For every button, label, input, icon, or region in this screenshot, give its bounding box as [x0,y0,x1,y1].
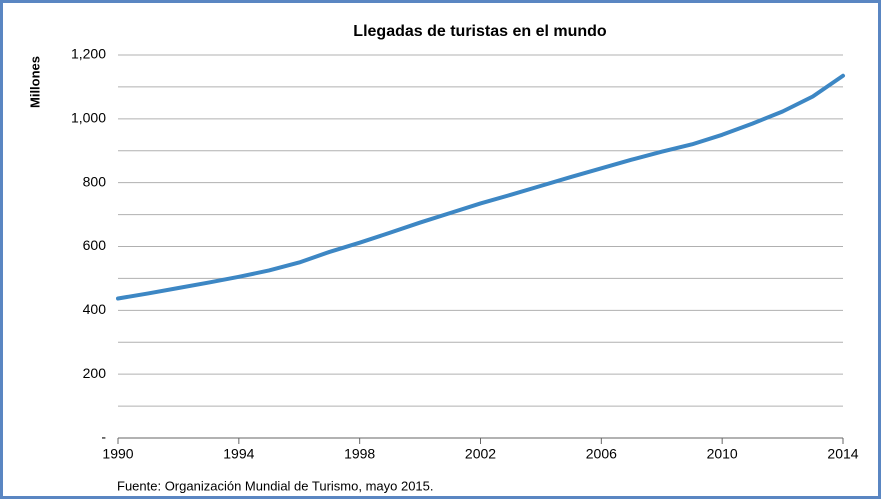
y-axis-label: Millones [27,56,42,108]
x-tick-label: 2002 [465,446,496,462]
x-tick-label: 2010 [707,446,738,462]
x-tick-label: 1998 [344,446,375,462]
source-note: Fuente: Organización Mundial de Turismo,… [117,478,434,493]
y-tick-label: 200 [83,365,107,381]
data-line [116,73,845,301]
chart-title: Llegadas de turistas en el mundo [353,23,607,40]
y-tick-label: 1,200 [71,46,106,62]
x-tick-label: 1994 [223,446,254,462]
y-tick-label: 400 [83,301,107,317]
x-tick-label: 1990 [102,446,133,462]
x-tick-label: 2014 [827,446,858,462]
y-tick-label: - [101,429,106,445]
y-tick-label: 1,000 [71,110,106,126]
y-tick-label: 600 [83,237,107,253]
y-tick-label: 800 [83,173,107,189]
x-tick-label: 2006 [586,446,617,462]
